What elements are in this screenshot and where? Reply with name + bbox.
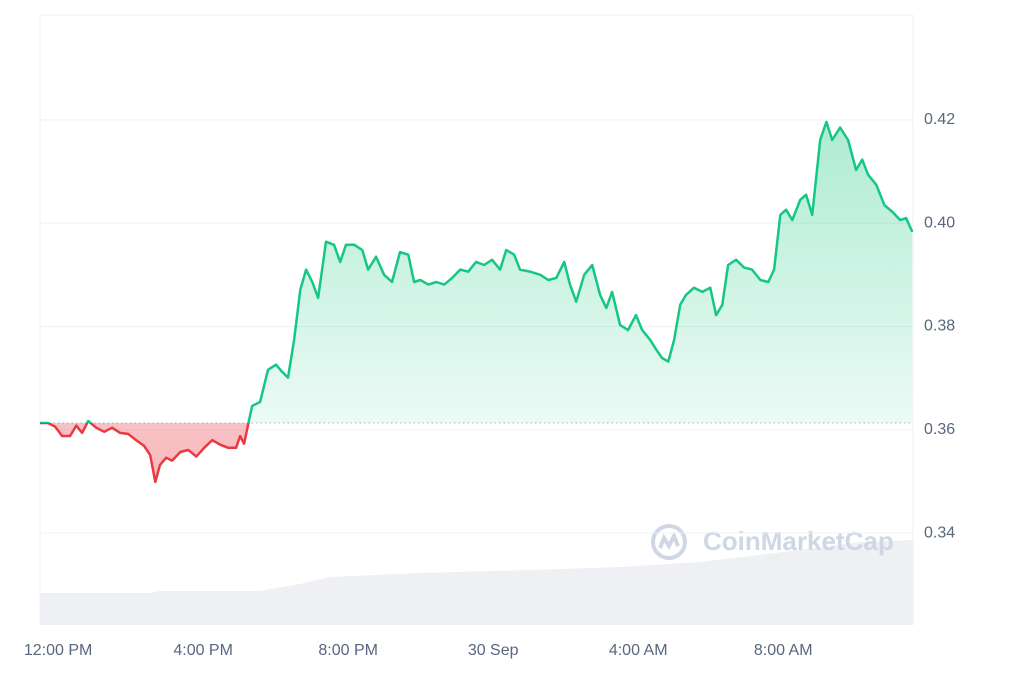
- x-tick-label: 8:00 AM: [754, 642, 813, 659]
- price-line-up: [40, 120, 914, 424]
- y-tick-label: 0.42: [924, 111, 955, 128]
- watermark-logo: [651, 524, 687, 560]
- y-tick-label: 0.40: [924, 214, 955, 231]
- area-up: [40, 121, 913, 424]
- y-tick-label: 0.34: [924, 524, 955, 541]
- x-tick-label: 30 Sep: [468, 642, 519, 659]
- x-tick-label: 12:00 PM: [24, 642, 92, 659]
- plot-frame: [39, 14, 914, 625]
- price-line-down: [40, 423, 250, 484]
- y-tick-label: 0.36: [924, 421, 955, 438]
- volume-area: [40, 540, 913, 625]
- x-tick-label: 4:00 PM: [173, 642, 233, 659]
- y-tick-label: 0.38: [924, 318, 955, 335]
- x-tick-label: 4:00 AM: [609, 642, 668, 659]
- x-tick-label: 8:00 PM: [318, 642, 378, 659]
- watermark: CoinMarketCap: [703, 526, 894, 556]
- area-down: [48, 423, 249, 482]
